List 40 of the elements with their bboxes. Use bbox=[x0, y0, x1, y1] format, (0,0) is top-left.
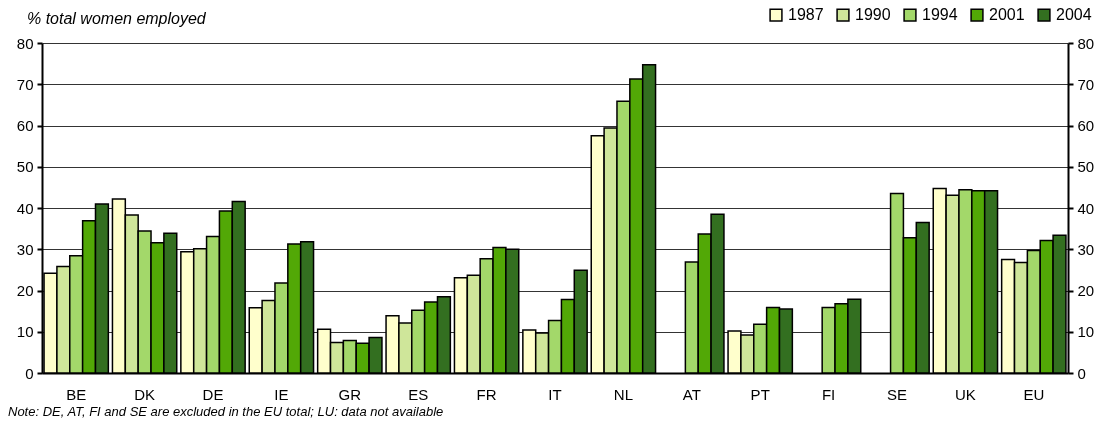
x-tick-label: ES bbox=[408, 385, 429, 403]
x-tick-label: NL bbox=[613, 385, 633, 403]
y2-tick-label: 70 bbox=[1077, 75, 1095, 93]
y-tick-label: 50 bbox=[16, 158, 34, 176]
legend-label: 1994 bbox=[922, 6, 958, 24]
x-tick-label: GR bbox=[338, 385, 362, 403]
x-tick-label: FI bbox=[821, 385, 836, 403]
y-tick-label: 30 bbox=[16, 240, 34, 258]
y2-tick-label: 30 bbox=[1077, 240, 1095, 258]
y-tick-label: 10 bbox=[16, 323, 34, 341]
x-tick-label: FR bbox=[476, 385, 497, 403]
x-tick-label: IE bbox=[274, 385, 289, 403]
y-tick-label: 80 bbox=[16, 34, 34, 52]
legend-label: 1987 bbox=[788, 6, 824, 24]
y2-tick-label: 60 bbox=[1077, 117, 1095, 134]
y2-tick-label: 0 bbox=[1077, 364, 1086, 382]
y-tick-label: 20 bbox=[16, 282, 34, 299]
y-tick-label: 60 bbox=[16, 117, 34, 134]
x-tick-label: IT bbox=[548, 385, 562, 403]
x-tick-label: UK bbox=[954, 385, 976, 403]
y-tick-label: 40 bbox=[16, 199, 34, 217]
legend-label: 2001 bbox=[989, 6, 1025, 24]
y-tick-label: 0 bbox=[25, 364, 34, 382]
y-tick-label: 70 bbox=[16, 75, 34, 93]
x-tick-label: PT bbox=[750, 385, 770, 403]
x-tick-label: BE bbox=[66, 385, 87, 403]
y-axis-title: % total women employed bbox=[27, 10, 206, 28]
y2-tick-label: 80 bbox=[1077, 34, 1095, 52]
y2-tick-label: 50 bbox=[1077, 158, 1095, 176]
y2-tick-label: 10 bbox=[1077, 323, 1095, 341]
legend-label: 1990 bbox=[855, 6, 891, 24]
x-tick-label: DE bbox=[202, 385, 224, 403]
y2-tick-label: 40 bbox=[1077, 199, 1095, 217]
y2-tick-label: 20 bbox=[1077, 282, 1095, 299]
x-tick-label: DK bbox=[134, 385, 156, 403]
x-tick-label: EU bbox=[1023, 385, 1045, 403]
legend-label: 2004 bbox=[1056, 6, 1092, 24]
x-tick-label: SE bbox=[886, 385, 908, 403]
text: Note: DE, AT, FI and SE are excluded in the EU total; LU: data not available bbox=[8, 404, 444, 419]
x-tick-label: AT bbox=[682, 385, 701, 403]
